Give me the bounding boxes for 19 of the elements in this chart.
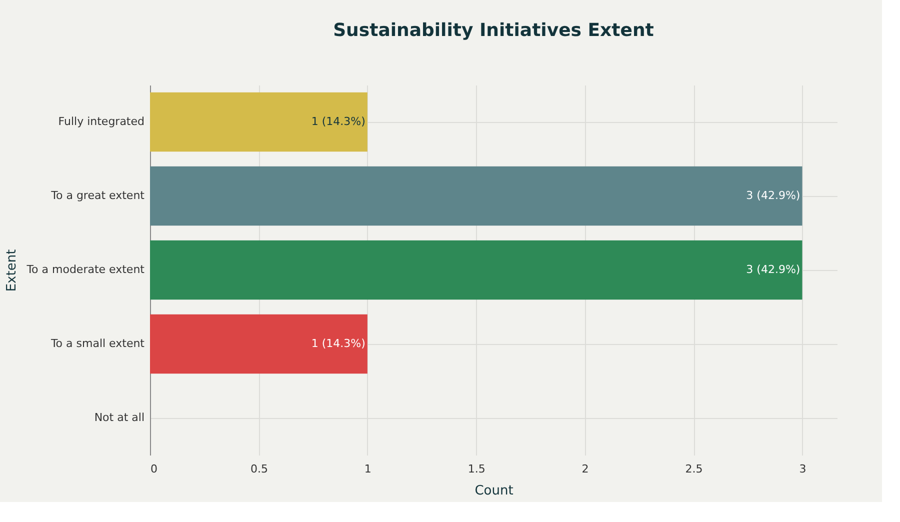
y-tick-label: Not at all [94, 411, 144, 424]
data-label: 1 (14.3%) [311, 337, 366, 350]
y-tick-label: To a moderate extent [26, 263, 146, 276]
y-axis-title: Extent [4, 249, 20, 292]
x-tick-label: 2 [582, 462, 589, 476]
x-tick-label: 1.5 [468, 462, 486, 476]
data-label: 3 (42.9%) [746, 189, 800, 202]
x-axis-title: Count [474, 484, 514, 498]
x-tick-label: 3 [799, 462, 806, 476]
data-label: 1 (14.3%) [311, 115, 366, 128]
y-tick-label: To a small extent [50, 337, 146, 350]
x-tick-label: 0 [150, 462, 158, 476]
data-label: 3 (42.9%) [746, 263, 800, 276]
y-tick-label: To a great extent [50, 189, 146, 202]
x-tick-label: 1 [364, 462, 372, 476]
y-tick-label: Fully integrated [58, 115, 144, 128]
chart-title: Sustainability Initiatives Extent [333, 20, 654, 41]
x-tick-label: 0.5 [250, 462, 268, 476]
x-tick-label: 2.5 [685, 462, 703, 476]
